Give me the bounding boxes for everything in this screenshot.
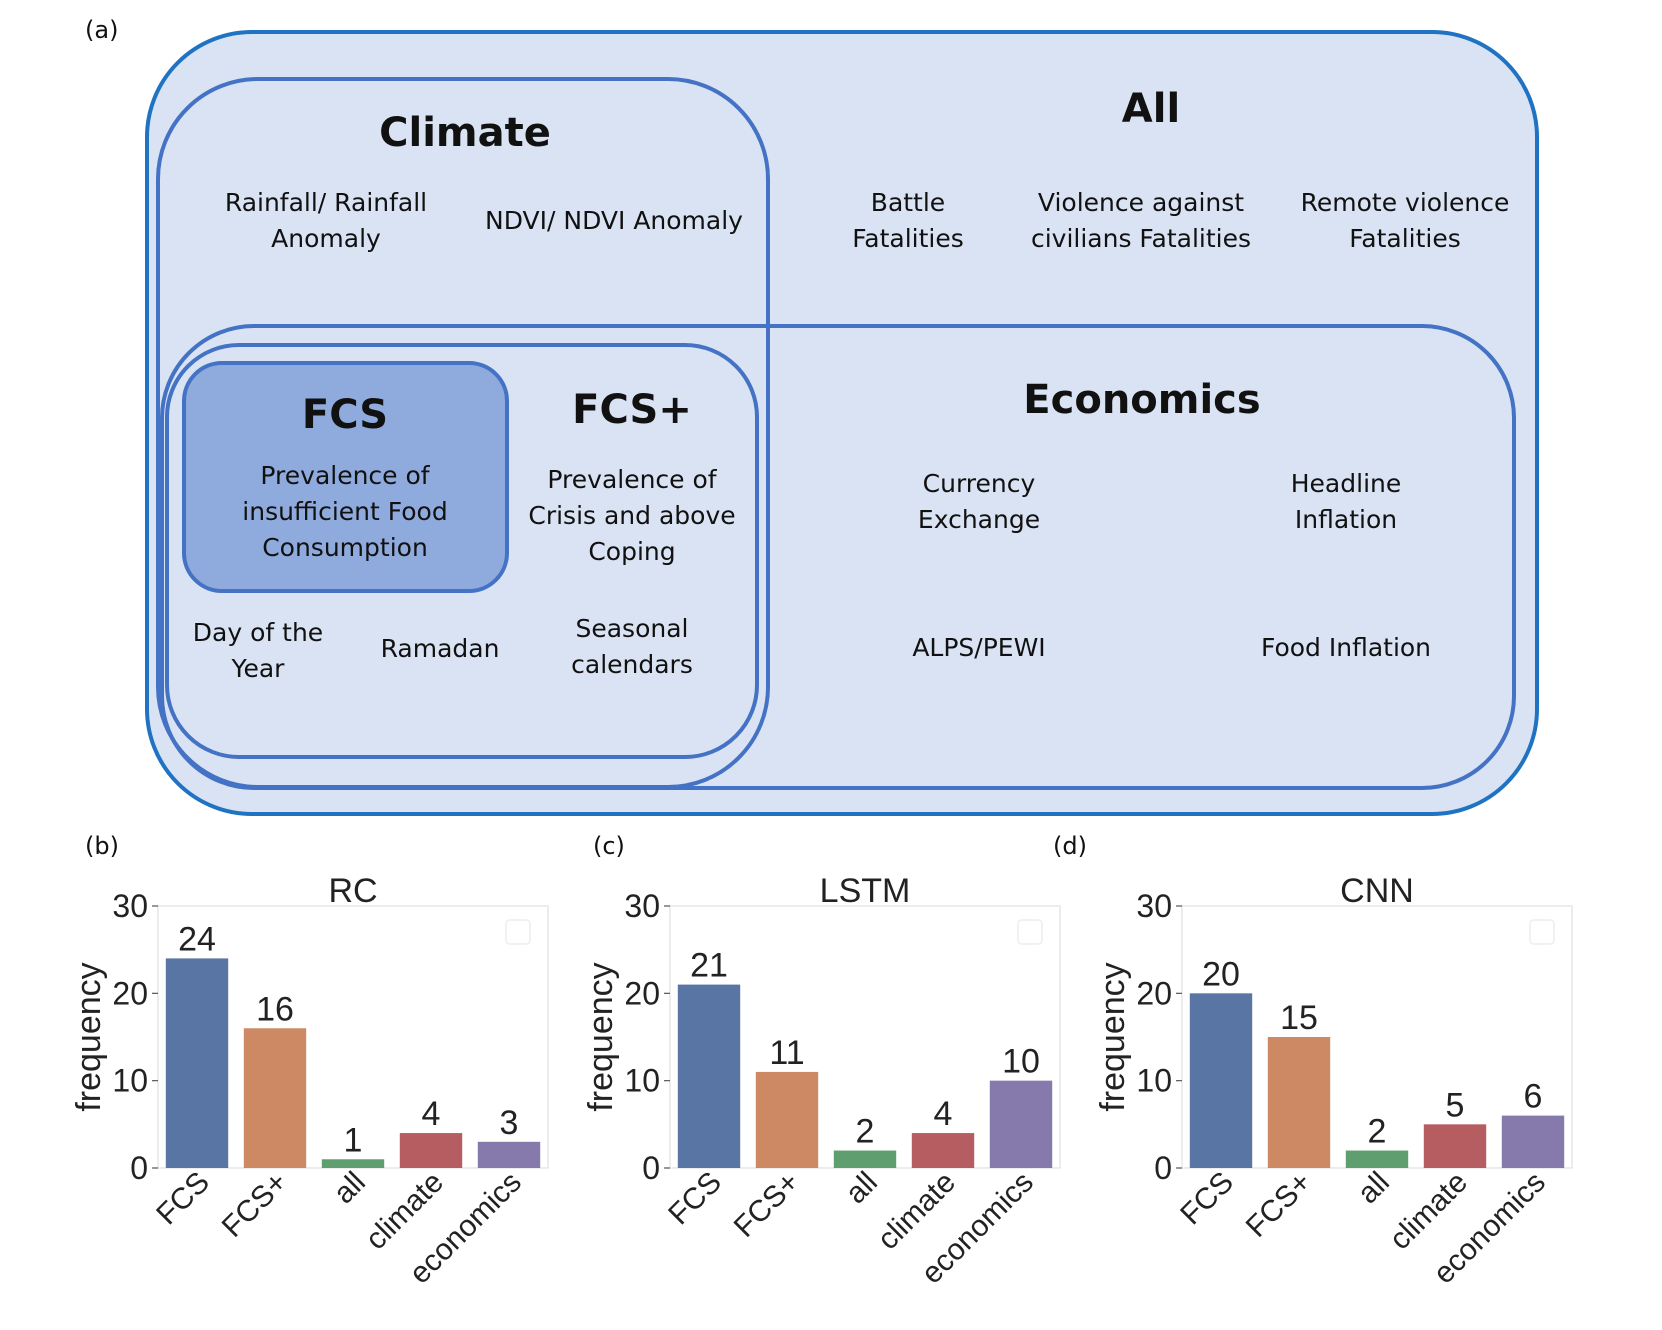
y-tick-label: 30 xyxy=(112,888,148,924)
group-economics-title: Economics xyxy=(1023,377,1261,423)
bar-fcs xyxy=(1189,993,1253,1168)
legend-box xyxy=(1529,919,1555,945)
bar-value-label: 1 xyxy=(344,1121,363,1159)
feature-violence-civilians: Violence against civilians Fatalities xyxy=(1030,188,1252,253)
chart-title: LSTM xyxy=(820,872,911,910)
x-tick-label: all xyxy=(1351,1166,1396,1211)
bar-value-label: 3 xyxy=(500,1104,519,1142)
bar-fcs-plus xyxy=(243,1028,307,1168)
x-tick-label: FCS xyxy=(1174,1166,1240,1232)
feature-headline-inflation: Headline Inflation xyxy=(1290,469,1402,534)
panel-label-a: (a) xyxy=(85,16,119,44)
legend-box xyxy=(505,919,531,945)
x-tick-label: all xyxy=(327,1166,372,1211)
y-axis-label: frequency xyxy=(582,962,620,1111)
panel-label-b: (b) xyxy=(85,832,119,860)
y-axis-label: frequency xyxy=(1094,962,1132,1111)
y-tick-label: 10 xyxy=(112,1063,148,1099)
bar-value-label: 4 xyxy=(934,1095,953,1133)
x-tick-label: all xyxy=(839,1166,884,1211)
bar-value-label: 16 xyxy=(256,990,294,1028)
y-tick-label: 10 xyxy=(1136,1063,1172,1099)
bar-value-label: 2 xyxy=(856,1113,875,1151)
feature-ndvi: NDVI/ NDVI Anomaly xyxy=(485,206,743,235)
feature-food-inflation: Food Inflation xyxy=(1260,633,1432,662)
bar-value-label: 2 xyxy=(1368,1113,1387,1151)
y-axis-label: frequency xyxy=(70,962,108,1111)
x-tick-label: FCS+ xyxy=(728,1166,806,1244)
bar-economics xyxy=(989,1080,1053,1168)
x-tick-label: FCS+ xyxy=(1240,1166,1318,1244)
feature-groups-diagram xyxy=(145,30,1539,816)
bar-fcs xyxy=(165,958,229,1168)
y-tick-label: 20 xyxy=(1136,975,1172,1011)
y-tick-label: 30 xyxy=(1136,888,1172,924)
y-tick-label: 20 xyxy=(624,975,660,1011)
bar-all xyxy=(1345,1150,1409,1168)
bar-value-label: 24 xyxy=(178,920,216,958)
bar-climate xyxy=(399,1133,463,1168)
y-tick-label: 30 xyxy=(624,888,660,924)
bar-value-label: 4 xyxy=(422,1095,441,1133)
legend-box xyxy=(1017,919,1043,945)
y-tick-label: 0 xyxy=(130,1150,148,1186)
y-tick-label: 10 xyxy=(624,1063,660,1099)
group-fcs-title: FCS xyxy=(301,392,389,438)
y-tick-label: 20 xyxy=(112,975,148,1011)
group-all-title: All xyxy=(1121,86,1181,132)
bar-all xyxy=(321,1159,385,1168)
panel-label-d: (d) xyxy=(1053,832,1087,860)
feature-day-of-year: Day of the Year xyxy=(192,618,324,683)
chart-lstm: LSTMfrequency010203021FCS11FCS+2all4clim… xyxy=(582,872,1061,1290)
feature-battle-fatalities: Battle Fatalities xyxy=(852,188,964,253)
y-tick-label: 0 xyxy=(642,1150,660,1186)
bar-fcs-plus xyxy=(755,1071,819,1168)
bar-economics xyxy=(477,1141,541,1168)
bar-climate xyxy=(1423,1124,1487,1168)
bar-value-label: 11 xyxy=(769,1034,804,1072)
bar-fcs-plus xyxy=(1267,1037,1331,1168)
feature-insufficient-food: Prevalence of insufficient Food Consumptio… xyxy=(242,461,448,562)
x-tick-label: FCS xyxy=(150,1166,216,1232)
x-tick-label: FCS+ xyxy=(216,1166,294,1244)
feature-crisis-coping: Prevalence of Crisis and above Coping xyxy=(528,465,736,566)
feature-currency-exchange: Currency Exchange xyxy=(917,469,1041,534)
panel-label-c: (c) xyxy=(593,832,625,860)
chart-rc: RCfrequency010203024FCS16FCS+1all4climat… xyxy=(70,872,549,1290)
feature-remote-violence: Remote violence Fatalities xyxy=(1300,188,1510,253)
bar-value-label: 21 xyxy=(690,947,728,985)
feature-ramadan: Ramadan xyxy=(380,634,500,663)
x-tick-label: FCS xyxy=(662,1166,728,1232)
bar-fcs xyxy=(677,984,741,1168)
feature-seasonal-calendars: Seasonal calendars xyxy=(571,614,693,679)
chart-cnn: CNNfrequency010203020FCS15FCS+2all5clima… xyxy=(1094,872,1573,1290)
chart-title: CNN xyxy=(1340,872,1414,910)
y-tick-label: 0 xyxy=(1154,1150,1172,1186)
chart-title: RC xyxy=(328,872,377,910)
bar-value-label: 10 xyxy=(1002,1043,1040,1081)
bar-value-label: 20 xyxy=(1202,955,1240,993)
feature-alps-pewi: ALPS/PEWI xyxy=(912,633,1046,662)
group-fcs-plus-box xyxy=(165,343,759,759)
bar-value-label: 6 xyxy=(1524,1078,1543,1116)
bar-climate xyxy=(911,1133,975,1168)
bar-value-label: 5 xyxy=(1446,1086,1465,1124)
group-climate-title: Climate xyxy=(379,110,551,156)
group-economics-box xyxy=(160,324,1516,790)
feature-rainfall: Rainfall/ Rainfall Anomaly xyxy=(224,188,428,253)
group-fcs-plus-title: FCS+ xyxy=(572,387,692,433)
group-fcs-box xyxy=(182,361,509,593)
bar-value-label: 15 xyxy=(1280,999,1318,1037)
bar-economics xyxy=(1501,1115,1565,1168)
group-all-box xyxy=(145,30,1539,816)
bar-all xyxy=(833,1150,897,1168)
